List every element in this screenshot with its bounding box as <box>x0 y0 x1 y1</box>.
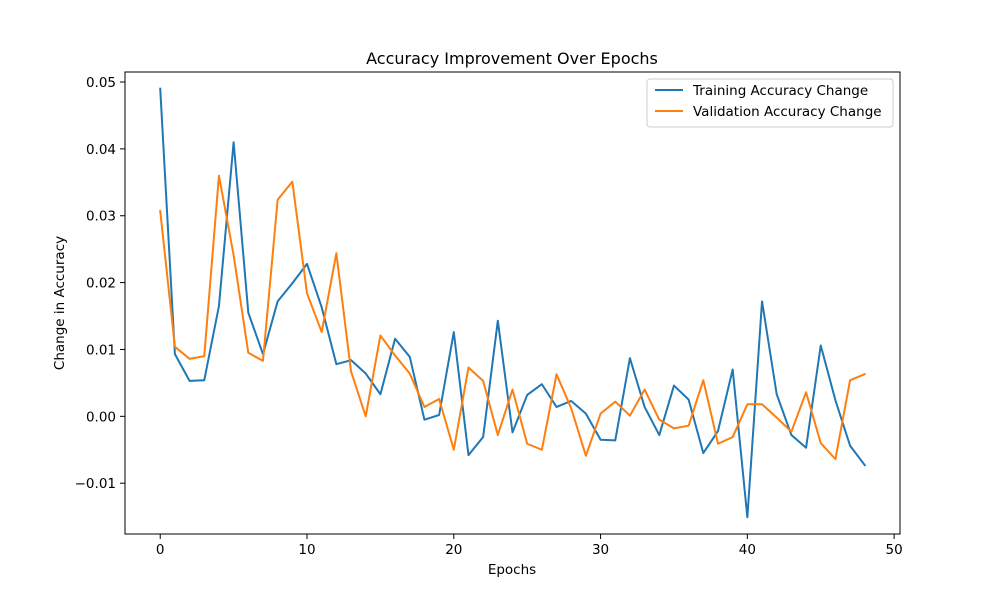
series-line-validation <box>159 174 867 461</box>
legend: Training Accuracy Change Validation Accu… <box>646 78 894 128</box>
y-tick-label: 0.05 <box>86 75 116 91</box>
y-tick-label: 0.03 <box>86 209 116 225</box>
y-axis-ticks: −0.01 0.00 0.01 0.02 0.03 0.04 0.05 <box>75 75 125 492</box>
plot-area-frame <box>124 71 901 535</box>
x-tick-label: 30 <box>592 542 609 558</box>
legend-label-validation: Validation Accuracy Change <box>693 104 882 120</box>
chart-title: Accuracy Improvement Over Epochs <box>366 49 658 68</box>
series-line-training <box>159 87 867 519</box>
x-axis-label: Epochs <box>488 562 536 578</box>
x-tick-label: 10 <box>298 542 315 558</box>
y-tick-label: 0.02 <box>86 276 116 292</box>
x-tick-label: 0 <box>156 542 165 558</box>
x-tick-label: 20 <box>445 542 462 558</box>
x-tick-label: 50 <box>886 542 903 558</box>
legend-label-training: Training Accuracy Change <box>692 83 868 99</box>
x-axis-ticks: 0 10 20 30 40 50 <box>156 534 903 558</box>
x-tick-label: 40 <box>739 542 756 558</box>
series-lines <box>159 87 867 519</box>
legend-box <box>646 78 894 128</box>
y-tick-label: 0.00 <box>86 409 116 425</box>
y-tick-label: 0.01 <box>86 342 116 358</box>
y-axis-label: Change in Accuracy <box>52 236 68 370</box>
y-tick-label: 0.04 <box>86 142 116 158</box>
y-tick-label: −0.01 <box>75 476 116 492</box>
